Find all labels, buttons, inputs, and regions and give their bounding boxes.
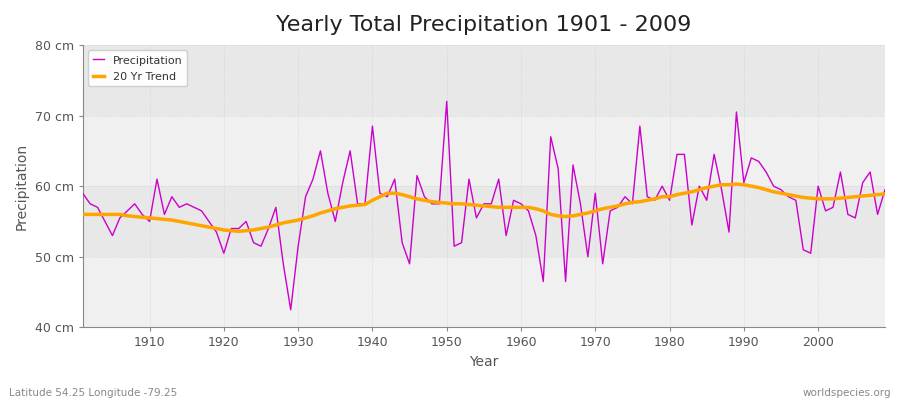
- Bar: [83, 45, 885, 116]
- 20 Yr Trend: [77, 212, 88, 217]
- Bar: [83, 116, 885, 186]
- Line: Precipitation: Precipitation: [83, 101, 885, 310]
- Precipitation: [308, 177, 319, 182]
- Precipitation: [879, 187, 890, 192]
- 20 Yr Trend: [612, 204, 623, 208]
- 20 Yr Trend: [879, 192, 890, 196]
- Precipitation: [530, 233, 541, 238]
- Text: worldspecies.org: worldspecies.org: [803, 388, 891, 398]
- Y-axis label: Precipitation: Precipitation: [15, 142, 29, 230]
- 20 Yr Trend: [308, 214, 319, 218]
- 20 Yr Trend: [137, 215, 148, 220]
- 20 Yr Trend: [516, 205, 526, 210]
- Precipitation: [77, 191, 88, 196]
- Precipitation: [137, 212, 148, 217]
- X-axis label: Year: Year: [469, 355, 499, 369]
- Precipitation: [352, 202, 363, 206]
- 20 Yr Trend: [523, 205, 534, 210]
- Precipitation: [619, 194, 630, 199]
- Bar: [83, 257, 885, 328]
- Title: Yearly Total Precipitation 1901 - 2009: Yearly Total Precipitation 1901 - 2009: [276, 15, 691, 35]
- 20 Yr Trend: [731, 182, 742, 186]
- Precipitation: [285, 307, 296, 312]
- Legend: Precipitation, 20 Yr Trend: Precipitation, 20 Yr Trend: [88, 50, 187, 86]
- Line: 20 Yr Trend: 20 Yr Trend: [83, 184, 885, 231]
- 20 Yr Trend: [352, 203, 363, 208]
- Precipitation: [441, 99, 452, 104]
- Bar: [83, 186, 885, 257]
- Precipitation: [523, 208, 534, 213]
- 20 Yr Trend: [233, 229, 244, 234]
- Text: Latitude 54.25 Longitude -79.25: Latitude 54.25 Longitude -79.25: [9, 388, 177, 398]
